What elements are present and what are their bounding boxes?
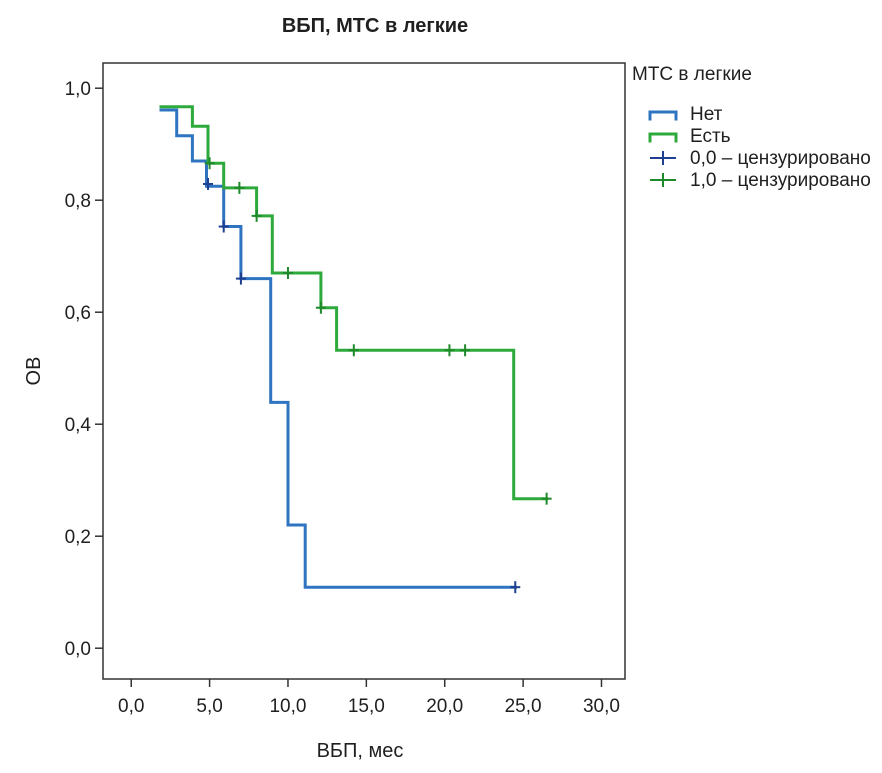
x-axis-label: ВБП, мес bbox=[317, 740, 404, 762]
censor-mark-net bbox=[203, 177, 214, 190]
censor-mark-est bbox=[315, 301, 326, 314]
legend-title: МТС в легкие bbox=[632, 64, 752, 85]
y-tick-label: 0,8 bbox=[65, 191, 91, 212]
chart-title: ВБП, МТС в легкие bbox=[282, 15, 468, 37]
x-tick-label: 10,0 bbox=[269, 696, 306, 717]
censor-mark-net bbox=[235, 272, 246, 285]
y-axis: 0,0 0,2 0,4 0,6 0,8 1,0 bbox=[65, 79, 103, 660]
censor-mark-est bbox=[348, 344, 359, 357]
x-tick-label: 20,0 bbox=[426, 696, 463, 717]
censor-mark-net bbox=[218, 220, 229, 233]
censor-mark-est bbox=[444, 344, 455, 357]
legend-label-net: Нет bbox=[690, 104, 723, 125]
series-line-est bbox=[159, 105, 549, 501]
y-tick-label: 0,2 bbox=[65, 527, 91, 548]
legend-item-est: Есть bbox=[648, 126, 731, 147]
legend-item-censored-0: 0,0 – цензурировано bbox=[650, 148, 871, 169]
censor-layer bbox=[203, 157, 552, 594]
legend-swatch-est bbox=[648, 132, 678, 143]
censor-mark-est bbox=[541, 492, 552, 505]
censor-mark-est bbox=[234, 181, 245, 194]
y-tick-label: 0,0 bbox=[65, 639, 91, 660]
legend-label-est: Есть bbox=[690, 126, 731, 147]
y-tick-label: 1,0 bbox=[65, 79, 91, 100]
x-tick-label: 15,0 bbox=[348, 696, 385, 717]
y-tick-label: 0,4 bbox=[65, 415, 92, 436]
censor-mark-net bbox=[510, 581, 521, 594]
x-tick-label: 5,0 bbox=[196, 696, 222, 717]
x-tick-label: 0,0 bbox=[118, 696, 144, 717]
plot-frame bbox=[102, 62, 626, 680]
censor-mark-est bbox=[204, 157, 215, 170]
legend-item-net: Нет bbox=[648, 104, 723, 125]
x-tick-label: 30,0 bbox=[583, 696, 620, 717]
censor-mark-est bbox=[460, 344, 471, 357]
series-layer bbox=[159, 105, 549, 589]
legend: МТС в легкие Нет Есть 0,0 – цензурирован… bbox=[632, 64, 871, 191]
series-line-net bbox=[159, 108, 517, 589]
legend-label-censored-0: 0,0 – цензурировано bbox=[690, 148, 871, 169]
legend-item-censored-1: 1,0 – цензурировано bbox=[650, 170, 871, 191]
x-axis: 0,0 5,0 10,0 15,0 20,0 25,0 30,0 bbox=[118, 679, 620, 717]
y-axis-label: ОВ bbox=[23, 357, 45, 386]
censor-mark-est bbox=[282, 267, 293, 279]
y-tick-label: 0,6 bbox=[65, 303, 91, 324]
legend-label-censored-1: 1,0 – цензурировано bbox=[690, 170, 871, 191]
legend-swatch-net bbox=[648, 110, 678, 121]
x-tick-label: 25,0 bbox=[505, 696, 542, 717]
censor-mark-est bbox=[251, 209, 262, 222]
